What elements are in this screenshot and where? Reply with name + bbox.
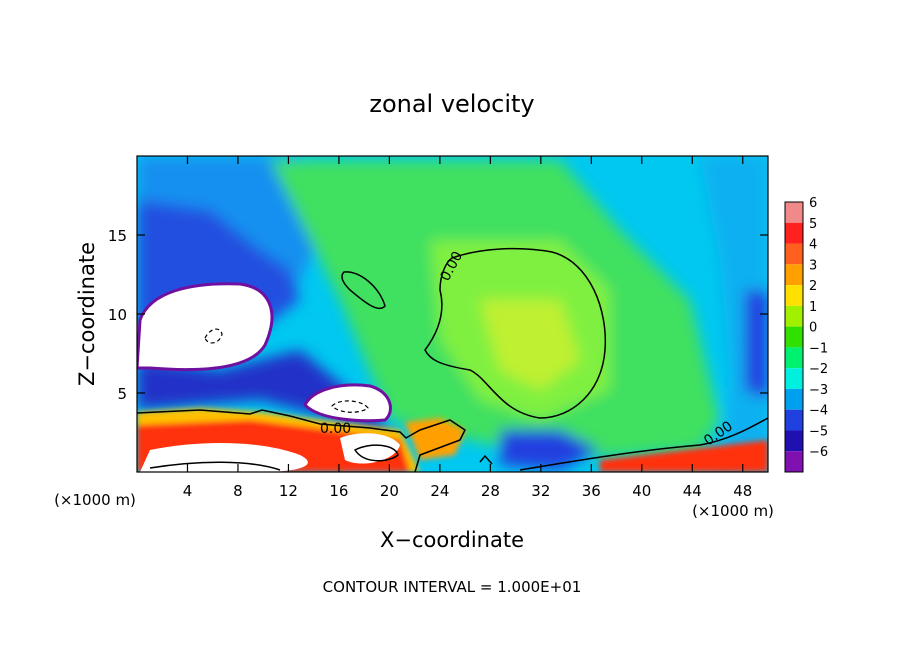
colorbar: 6 5 4 3 2 1 0 −1 −2 −3 −4 −5 −6 — [784, 196, 828, 473]
x-unit-left: (×1000 m) — [54, 491, 136, 509]
colorbar-swatch — [785, 222, 803, 244]
y-tick-label: 15 — [108, 227, 127, 245]
colorbar-label: −1 — [809, 341, 828, 356]
contour-lines — [137, 247, 768, 472]
colorbar-label: 5 — [809, 217, 817, 232]
x-tick-label: 28 — [481, 482, 500, 500]
colorbar-label: 0 — [809, 321, 817, 336]
x-axis-title: X−coordinate — [380, 528, 524, 552]
colorbar-label: 2 — [809, 279, 817, 294]
x-tick-label: 36 — [582, 482, 601, 500]
x-tick-label: 44 — [683, 482, 702, 500]
x-tick-label: 12 — [279, 482, 298, 500]
x-axis: 4 8 12 16 20 24 28 32 36 40 44 48 — [183, 156, 752, 500]
colorbar-swatch — [785, 326, 803, 348]
colorbar-swatch — [785, 430, 803, 452]
colorbar-swatch — [785, 243, 803, 265]
colorbar-swatch — [785, 368, 803, 389]
colorbar-frame — [784, 201, 804, 473]
contour-field — [137, 156, 768, 472]
colorbar-swatch — [785, 409, 803, 431]
x-tick-label: 32 — [531, 482, 550, 500]
x-tick-label: 24 — [430, 482, 449, 500]
x-tick-label: 16 — [329, 482, 348, 500]
x-tick-label: 48 — [733, 482, 752, 500]
colorbar-label: 3 — [809, 258, 817, 273]
colorbar-swatch — [785, 202, 803, 223]
colorbar-label: 1 — [809, 300, 817, 315]
colorbar-label: 6 — [809, 196, 817, 211]
colorbar-swatch — [785, 285, 803, 306]
colorbar-label: −6 — [809, 445, 828, 460]
colorbar-swatch — [785, 264, 803, 286]
colorbar-label: −5 — [809, 424, 828, 439]
x-tick-label: 20 — [380, 482, 399, 500]
y-tick-label: 5 — [117, 385, 127, 403]
x-tick-label: 40 — [632, 482, 651, 500]
colorbar-label: −3 — [809, 383, 828, 398]
colorbar-label: −4 — [809, 404, 828, 419]
colorbar-swatch — [785, 388, 803, 410]
chart-title: zonal velocity — [369, 90, 534, 118]
colorbar-label: −2 — [809, 362, 828, 377]
y-axis: 5 10 15 — [108, 227, 768, 403]
colorbar-swatch — [785, 451, 803, 472]
x-tick-label: 8 — [233, 482, 243, 500]
colorbar-swatch — [785, 305, 803, 327]
y-tick-label: 10 — [108, 306, 127, 324]
y-axis-title: Z−coordinate — [75, 242, 99, 386]
colorbar-swatch — [785, 347, 803, 369]
x-tick-label: 4 — [183, 482, 193, 500]
contour-label: 0.00 — [320, 421, 351, 437]
contour-interval-note: CONTOUR INTERVAL = 1.000E+01 — [323, 578, 582, 596]
x-unit-right: (×1000 m) — [692, 502, 774, 520]
colorbar-label: 4 — [809, 238, 817, 253]
